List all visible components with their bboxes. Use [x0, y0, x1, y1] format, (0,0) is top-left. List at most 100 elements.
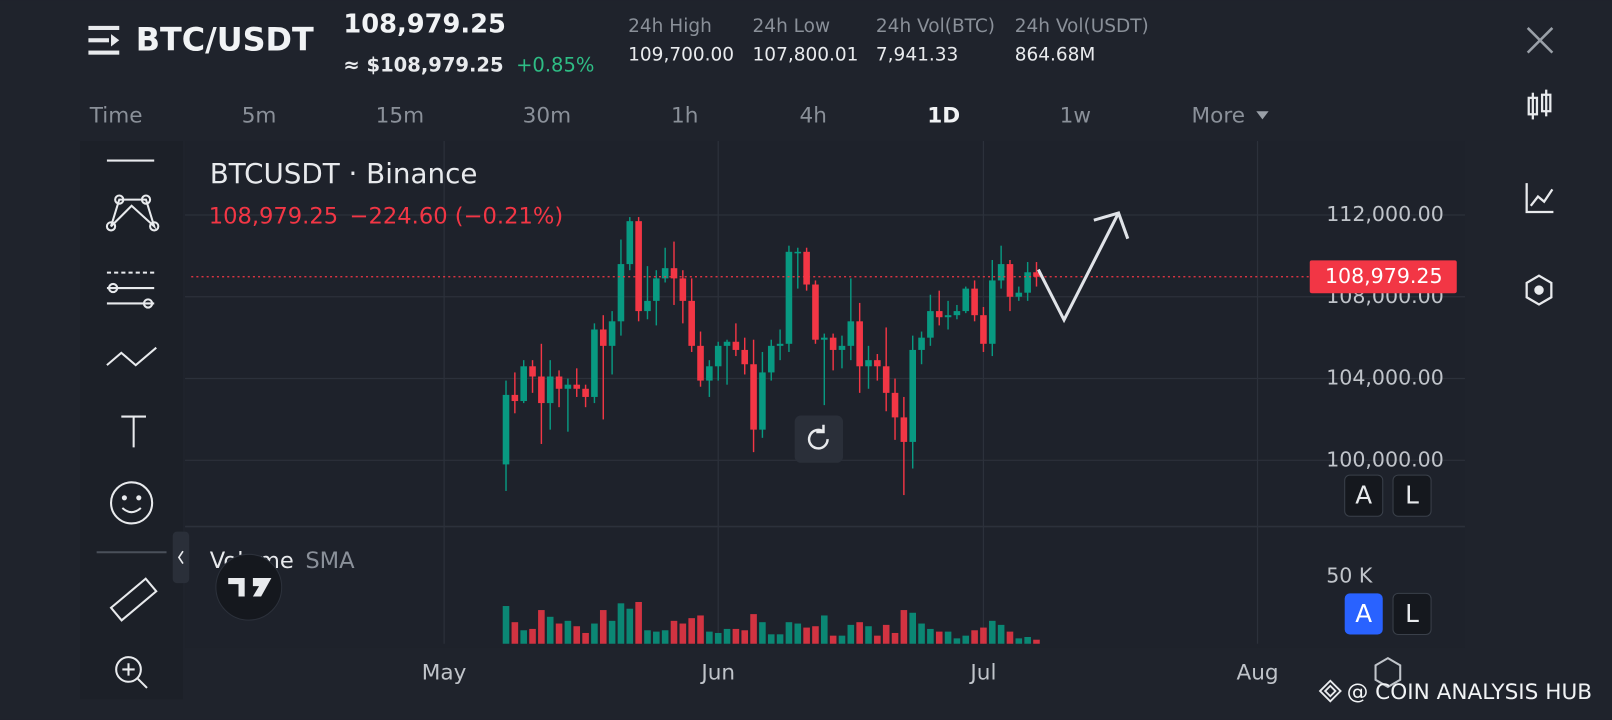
collapse-tab[interactable]	[172, 531, 190, 584]
volume-bar	[626, 608, 634, 644]
pattern-tool[interactable]	[105, 194, 160, 232]
candle-body	[980, 315, 987, 344]
more-caret	[1256, 111, 1269, 120]
auto-button[interactable]	[1344, 593, 1383, 635]
menu-bar	[88, 38, 109, 43]
candle-body	[688, 300, 695, 346]
icon-part	[136, 495, 142, 501]
candle-body	[679, 278, 687, 301]
price-change: +0.85%	[516, 53, 594, 76]
menu-icon[interactable]	[88, 25, 120, 55]
menu-bar	[88, 25, 120, 30]
icon-part	[1525, 183, 1554, 214]
candle-body	[555, 376, 563, 389]
icon-part	[114, 194, 125, 205]
legend-change: −224.60 (−0.21%)	[350, 204, 564, 230]
reset-icon	[807, 424, 829, 450]
volume-bar	[962, 635, 970, 644]
x-tick-label: May	[422, 661, 467, 686]
log-button[interactable]	[1392, 474, 1432, 517]
icon-part	[122, 663, 135, 676]
candle-body	[546, 376, 554, 404]
indicator-icon[interactable]	[1525, 183, 1554, 214]
ruler-tool[interactable]	[109, 577, 158, 622]
close-stroke	[1526, 27, 1554, 54]
x-tick-label: Jun	[699, 661, 735, 686]
volume-bar	[582, 632, 589, 644]
legend-last: 108,979.25	[209, 204, 338, 230]
volume-scale-buttons: A L	[1344, 592, 1432, 636]
chart-settings-icon[interactable]	[1374, 656, 1402, 689]
volume-bar	[529, 628, 536, 644]
timeframe[interactable]: Time	[89, 103, 143, 128]
timeframe[interactable]: More	[1192, 103, 1245, 128]
timeframe[interactable]: 5m	[242, 103, 277, 128]
price-scale-buttons: A L	[1344, 474, 1432, 517]
emoji-tool[interactable]	[110, 481, 154, 525]
fib-tool[interactable]	[106, 271, 155, 309]
auto-button[interactable]	[1344, 474, 1384, 517]
volume-bars	[502, 601, 1040, 644]
volume-bar	[511, 622, 519, 644]
candle-body	[803, 251, 810, 285]
usd-price: ≈ $108,979.25	[343, 53, 503, 76]
menu-bar	[88, 50, 120, 55]
price-axis: May Jun Jul Aug100,000.00104,000.00108,000.…	[191, 202, 1457, 686]
settings-icon[interactable]	[1525, 274, 1553, 306]
pair-title[interactable]: BTC/USDT	[136, 20, 314, 58]
last-price: 108,979.25	[343, 9, 506, 39]
watermark: @ COIN ANALYSIS HUB	[1347, 680, 1592, 705]
candle-body	[626, 221, 634, 265]
volume-bar	[697, 615, 704, 644]
close-button[interactable]	[1526, 27, 1554, 54]
timeframe[interactable]: 15m	[376, 103, 424, 128]
volume-bar	[688, 618, 695, 644]
auto-label: A	[1355, 599, 1372, 628]
candle-body	[900, 417, 908, 442]
candle-body	[538, 376, 545, 404]
timeframe[interactable]: 30m	[523, 103, 571, 128]
timeframe[interactable]: 1h	[671, 103, 698, 128]
timeframe[interactable]: 1D	[927, 103, 960, 128]
timeframe-bar: Time 5m 15m 30m 1h 4h 1D 1w More	[89, 103, 1245, 128]
volume-bar	[750, 614, 757, 644]
sma-legend: SMA	[305, 548, 355, 574]
tv-logo	[215, 553, 283, 621]
right-toolbar	[1525, 89, 1554, 306]
candle-body	[1033, 272, 1040, 277]
timeframe[interactable]: 1w	[1060, 103, 1091, 128]
volume-bar	[900, 610, 908, 644]
candle-body	[776, 343, 784, 346]
candle-body	[997, 264, 1005, 281]
volume-bar	[661, 630, 669, 644]
path-tool[interactable]	[106, 346, 157, 367]
candle-body	[661, 268, 669, 279]
logo-glyph	[228, 577, 272, 597]
candle-body	[608, 321, 616, 346]
candle-body	[1024, 272, 1031, 293]
zoom-tool[interactable]	[115, 656, 148, 689]
reset-button[interactable]	[794, 415, 844, 463]
icon-part	[105, 221, 117, 232]
text-tool[interactable]	[121, 415, 146, 448]
icon-part	[1534, 285, 1544, 295]
volume-bar	[723, 628, 731, 644]
drawing-toolbar	[80, 141, 183, 700]
x-tick-label: Jul	[968, 661, 996, 686]
candle-type-icon[interactable]	[1527, 89, 1552, 120]
volume-bar	[988, 620, 996, 644]
icon-part	[137, 677, 148, 689]
volume-bar	[502, 606, 510, 644]
candle-body	[918, 337, 925, 350]
volume-bar	[653, 631, 660, 644]
volume-bar	[573, 626, 581, 644]
volume-bar	[891, 632, 899, 644]
watermark-logo	[1318, 679, 1342, 703]
volume-bar	[803, 627, 810, 644]
volume-bar	[838, 635, 846, 644]
log-button[interactable]	[1392, 592, 1432, 636]
stat-label: 24h Vol(BTC)	[876, 16, 995, 37]
timeframe[interactable]: 4h	[799, 103, 826, 128]
candle-body	[520, 366, 527, 402]
candle-body	[988, 280, 996, 344]
